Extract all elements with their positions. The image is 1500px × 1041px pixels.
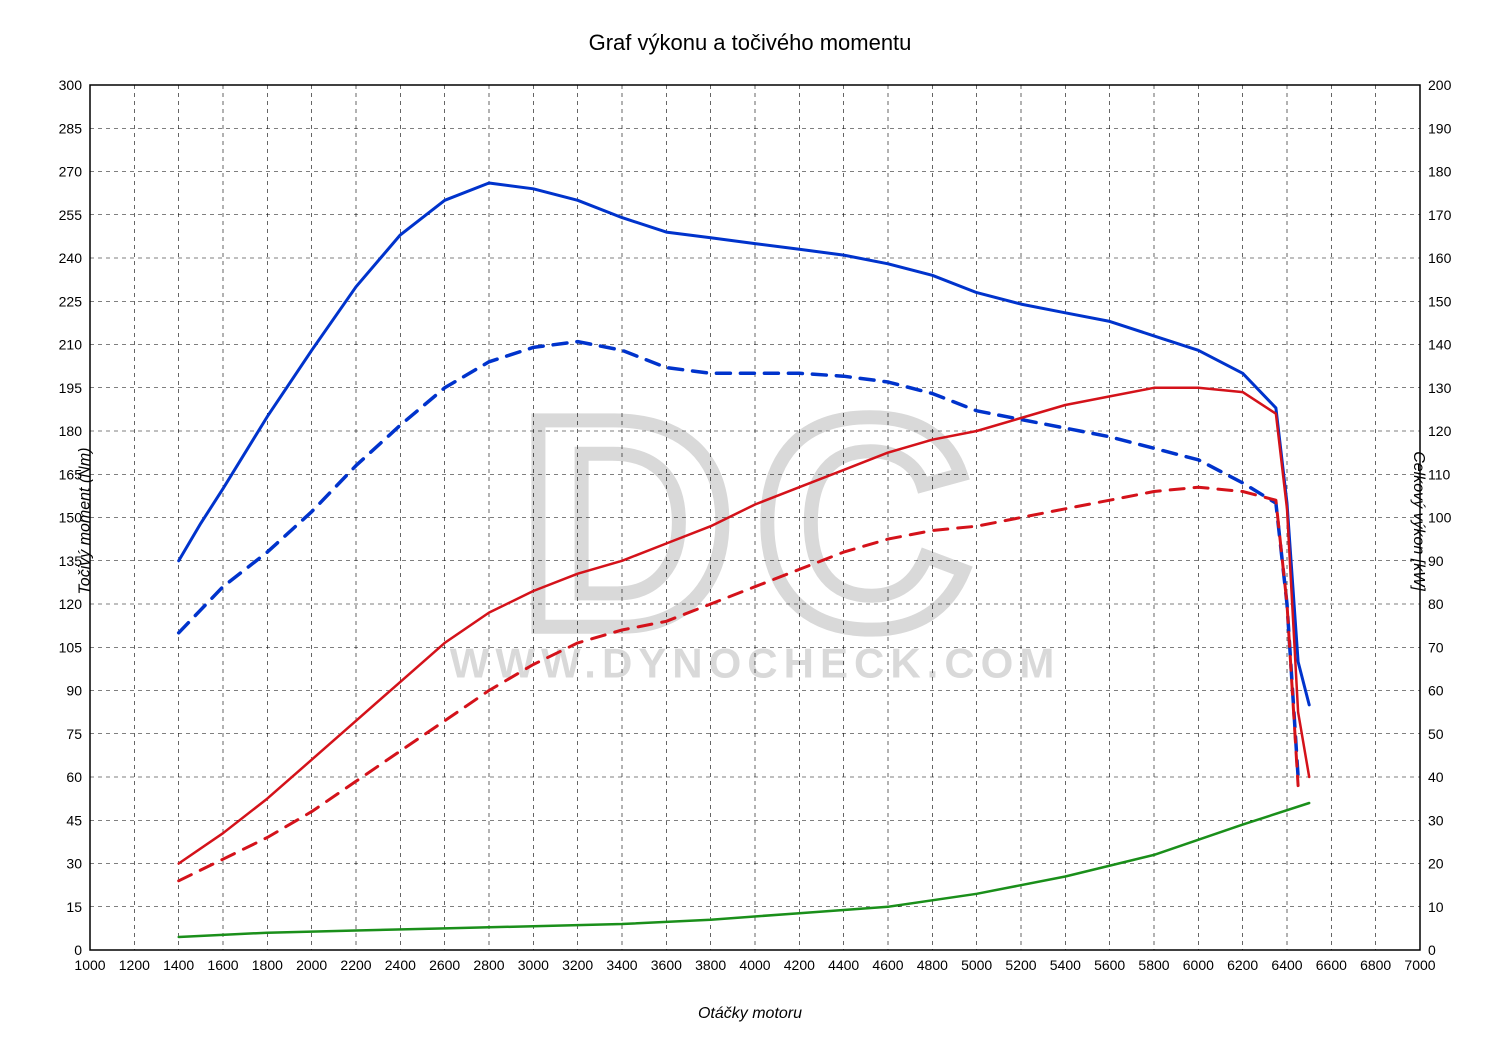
y-left-tick-label: 105 bbox=[59, 639, 83, 655]
y-right-tick-label: 170 bbox=[1428, 207, 1452, 223]
x-tick-label: 1600 bbox=[207, 957, 238, 973]
x-axis-label: Otáčky motoru bbox=[0, 1005, 1500, 1023]
y-left-tick-label: 45 bbox=[66, 812, 82, 828]
y-right-tick-label: 50 bbox=[1428, 726, 1444, 742]
x-tick-label: 6200 bbox=[1227, 957, 1258, 973]
x-tick-label: 6600 bbox=[1316, 957, 1347, 973]
y-left-tick-label: 120 bbox=[59, 596, 83, 612]
y-left-tick-label: 240 bbox=[59, 250, 83, 266]
y-left-tick-label: 180 bbox=[59, 423, 83, 439]
y-right-tick-label: 70 bbox=[1428, 639, 1444, 655]
x-tick-label: 3200 bbox=[562, 957, 593, 973]
y-right-tick-label: 80 bbox=[1428, 596, 1444, 612]
x-tick-label: 1000 bbox=[74, 957, 105, 973]
x-tick-label: 3000 bbox=[518, 957, 549, 973]
x-tick-label: 5600 bbox=[1094, 957, 1125, 973]
x-tick-label: 3600 bbox=[651, 957, 682, 973]
y-left-tick-label: 30 bbox=[66, 856, 82, 872]
x-tick-label: 1400 bbox=[163, 957, 194, 973]
y-right-tick-label: 130 bbox=[1428, 380, 1452, 396]
y-left-tick-label: 0 bbox=[74, 942, 82, 958]
x-tick-label: 3400 bbox=[606, 957, 637, 973]
y-left-tick-label: 75 bbox=[66, 726, 82, 742]
x-tick-label: 6800 bbox=[1360, 957, 1391, 973]
y-right-tick-label: 100 bbox=[1428, 510, 1452, 526]
x-tick-label: 2800 bbox=[473, 957, 504, 973]
x-tick-label: 4800 bbox=[917, 957, 948, 973]
x-tick-label: 5800 bbox=[1138, 957, 1169, 973]
dyno-chart: DCWWW.DYNOCHECK.COM100012001400160018002… bbox=[0, 0, 1500, 1041]
y-left-tick-label: 255 bbox=[59, 207, 83, 223]
x-tick-label: 2200 bbox=[340, 957, 371, 973]
series-losses bbox=[179, 803, 1310, 937]
y-right-tick-label: 110 bbox=[1428, 466, 1451, 482]
x-tick-label: 6400 bbox=[1271, 957, 1302, 973]
x-tick-label: 2000 bbox=[296, 957, 327, 973]
x-tick-label: 4600 bbox=[872, 957, 903, 973]
y-left-tick-label: 195 bbox=[59, 380, 83, 396]
x-tick-label: 2400 bbox=[385, 957, 416, 973]
y-right-tick-label: 200 bbox=[1428, 77, 1452, 93]
x-tick-label: 1800 bbox=[252, 957, 283, 973]
x-tick-label: 3800 bbox=[695, 957, 726, 973]
y-right-tick-label: 150 bbox=[1428, 293, 1452, 309]
y-right-tick-label: 180 bbox=[1428, 164, 1452, 180]
y-right-tick-label: 0 bbox=[1428, 942, 1436, 958]
x-tick-label: 4000 bbox=[739, 957, 770, 973]
x-tick-label: 2600 bbox=[429, 957, 460, 973]
y-left-tick-label: 270 bbox=[59, 164, 83, 180]
y-axis-right-label: Celkový výkon [kW] bbox=[1409, 451, 1427, 591]
y-right-tick-label: 60 bbox=[1428, 683, 1444, 699]
x-tick-label: 4400 bbox=[828, 957, 859, 973]
y-left-tick-label: 15 bbox=[66, 899, 82, 915]
x-tick-label: 7000 bbox=[1404, 957, 1435, 973]
x-tick-label: 5000 bbox=[961, 957, 992, 973]
x-tick-label: 6000 bbox=[1183, 957, 1214, 973]
y-left-tick-label: 300 bbox=[59, 77, 83, 93]
y-right-tick-label: 90 bbox=[1428, 553, 1444, 569]
y-left-tick-label: 225 bbox=[59, 293, 83, 309]
y-right-tick-label: 140 bbox=[1428, 337, 1452, 353]
y-right-tick-label: 10 bbox=[1428, 899, 1444, 915]
y-left-tick-label: 60 bbox=[66, 769, 82, 785]
y-left-tick-label: 210 bbox=[59, 337, 83, 353]
chart-title: Graf výkonu a točivého momentu bbox=[0, 30, 1500, 56]
y-right-tick-label: 160 bbox=[1428, 250, 1452, 266]
y-right-tick-label: 30 bbox=[1428, 812, 1444, 828]
y-left-tick-label: 285 bbox=[59, 120, 83, 136]
x-tick-label: 4200 bbox=[784, 957, 815, 973]
y-left-tick-label: 90 bbox=[66, 683, 82, 699]
y-axis-left-label: Točivý moment (Nm) bbox=[76, 447, 94, 594]
x-tick-label: 5400 bbox=[1050, 957, 1081, 973]
y-right-tick-label: 120 bbox=[1428, 423, 1452, 439]
y-right-tick-label: 20 bbox=[1428, 856, 1444, 872]
y-right-tick-label: 190 bbox=[1428, 120, 1452, 136]
y-right-tick-label: 40 bbox=[1428, 769, 1444, 785]
x-tick-label: 1200 bbox=[119, 957, 150, 973]
x-tick-label: 5200 bbox=[1005, 957, 1036, 973]
